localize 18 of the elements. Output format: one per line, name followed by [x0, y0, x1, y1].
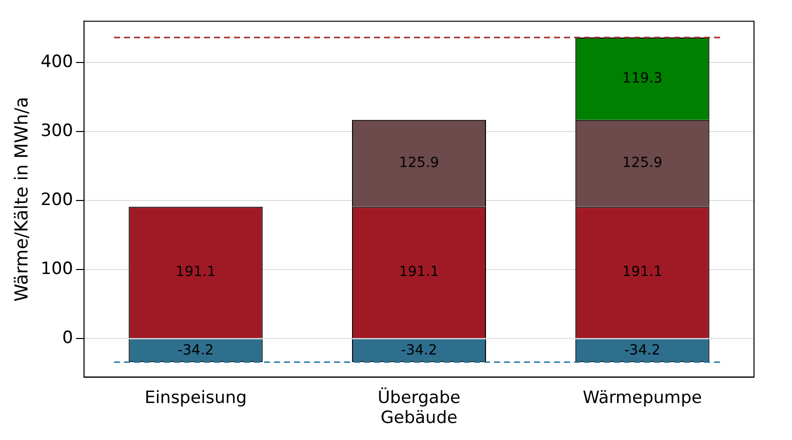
data-label: 191.1 [622, 264, 662, 280]
x-tick-label: Wärmepumpe [582, 388, 702, 408]
data-label: 191.1 [398, 264, 440, 280]
y-tick-label: 400 [40, 52, 74, 72]
data-label: -34.2 [178, 342, 214, 358]
y-tick-label: 200 [40, 190, 74, 210]
x-tick-label: Übergabe Gebäude [378, 386, 460, 428]
y-tick-label: 300 [40, 121, 74, 142]
y-tick-label: 0 [62, 328, 74, 348]
y-axis-title: Wärme/Kälte in MWh/a [11, 96, 32, 302]
x-tick-label: Einspeisung [144, 388, 247, 408]
data-label: 191.1 [176, 264, 216, 280]
data-label: 125.9 [622, 154, 662, 171]
y-tick-label: 100 [40, 258, 74, 279]
data-label: -34.2 [624, 342, 660, 358]
data-label: 125.9 [398, 154, 440, 171]
data-label: 119.3 [622, 70, 662, 86]
data-label: -34.2 [400, 342, 438, 358]
